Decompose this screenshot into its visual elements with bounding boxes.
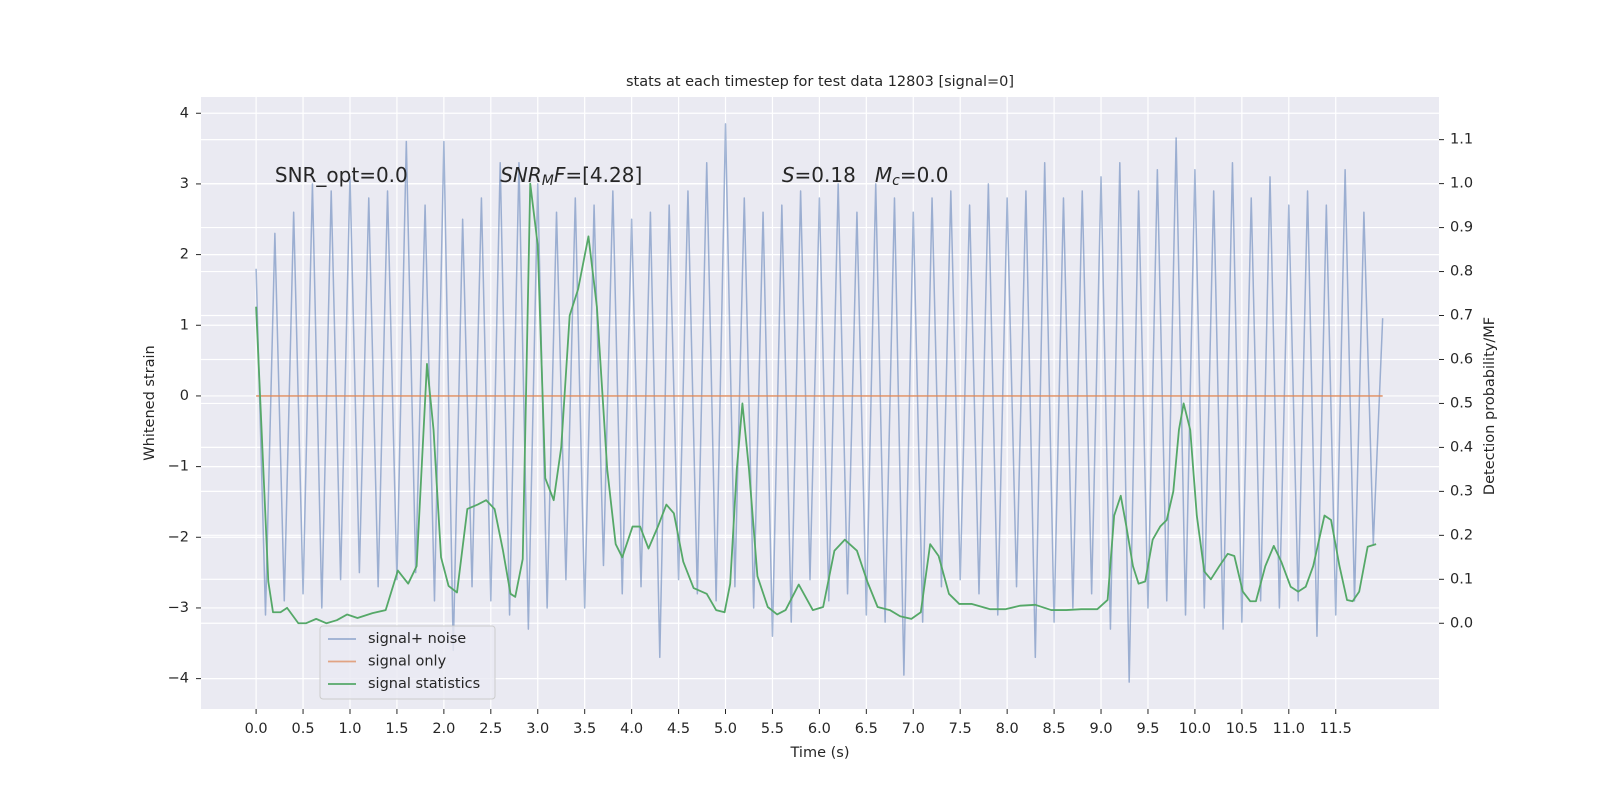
annotation-segment: c [892,173,900,189]
y2-tick-label: 0.7 [1450,308,1473,324]
annotation: SNRMF=[4.28] [500,162,642,189]
y2-axis-label: Detection probability/MF [1482,317,1498,495]
x-tick-label: 8.5 [1043,721,1066,737]
y-tick-label: −4 [168,671,189,687]
annotation-segment: =0.18 [795,162,875,186]
y-tick-label: 0 [180,388,189,404]
y-tick-label: 2 [180,247,189,263]
x-tick-label: 1.0 [338,721,361,737]
x-tick-label: 9.5 [1136,721,1159,737]
x-tick-label: 4.0 [620,721,643,737]
y2-tick-label: 0.4 [1450,439,1473,455]
y-tick-label: −1 [168,459,189,475]
x-tick-label: 6.0 [808,721,831,737]
annotation-segment: M [875,162,892,186]
y2-tick-label: 0.8 [1450,264,1473,280]
annotation-segment: SNR [500,162,542,186]
y2-tick-label: 0.2 [1450,527,1473,543]
annotation-segment: =[4.28] [565,162,642,186]
legend-label: signal statistics [368,676,480,692]
x-tick-label: 3.0 [526,721,549,737]
y2-tick-label: 0.5 [1450,395,1473,411]
x-tick-label: 5.0 [714,721,737,737]
y-axis-label: Whitened strain [142,345,158,460]
x-tick-label: 9.0 [1089,721,1112,737]
legend-box [319,625,496,700]
annotation: S=0.18 Mc=0.0 [782,162,949,189]
annotation-segment: M [542,173,554,189]
x-tick-label: 7.5 [949,721,972,737]
x-tick-label: 7.0 [902,721,925,737]
annotation-segment: S [782,162,795,186]
y2-tick-label: 0.3 [1450,483,1473,499]
y2-tick-label: 0.9 [1450,220,1473,236]
x-tick-label: 10.0 [1179,721,1211,737]
y-tick-label: 1 [180,317,189,333]
annotation-segment: F [554,162,566,186]
x-tick-label: 6.5 [855,721,878,737]
x-tick-label: 2.0 [432,721,455,737]
x-tick-label: 0.0 [245,721,268,737]
x-axis-label: Time (s) [790,745,850,761]
y2-tick-label: 0.6 [1450,351,1473,367]
y2-tick-label: 0.0 [1450,615,1473,631]
series-line [255,123,1384,683]
annotation-segment: SNR_opt=0.0 [275,162,408,186]
y-tick-label: −2 [168,529,189,545]
chart-title: stats at each timestep for test data 128… [626,74,1014,90]
x-tick-label: 11.0 [1273,721,1305,737]
x-tick-label: 8.0 [996,721,1019,737]
y2-tick-label: 1.1 [1450,132,1473,148]
y2-tick-label: 0.1 [1450,571,1473,587]
y-tick-label: −3 [168,600,189,616]
x-tick-label: 0.5 [292,721,315,737]
x-tick-label: 1.5 [385,721,408,737]
y-tick-label: 4 [180,105,189,121]
legend-label: signal+ noise [368,631,466,647]
y-tick-label: 3 [180,176,189,192]
x-tick-label: 5.5 [761,721,784,737]
x-tick-label: 11.5 [1320,721,1352,737]
x-tick-label: 4.5 [667,721,690,737]
annotation-segment: =0.0 [900,162,949,186]
x-tick-label: 3.5 [573,721,596,737]
annotation: SNR_opt=0.0 [275,162,408,186]
x-tick-label: 2.5 [479,721,502,737]
x-tick-label: 10.5 [1226,721,1258,737]
legend-label: signal only [368,654,447,670]
series-line [255,182,1377,625]
y2-tick-label: 1.0 [1450,176,1473,192]
